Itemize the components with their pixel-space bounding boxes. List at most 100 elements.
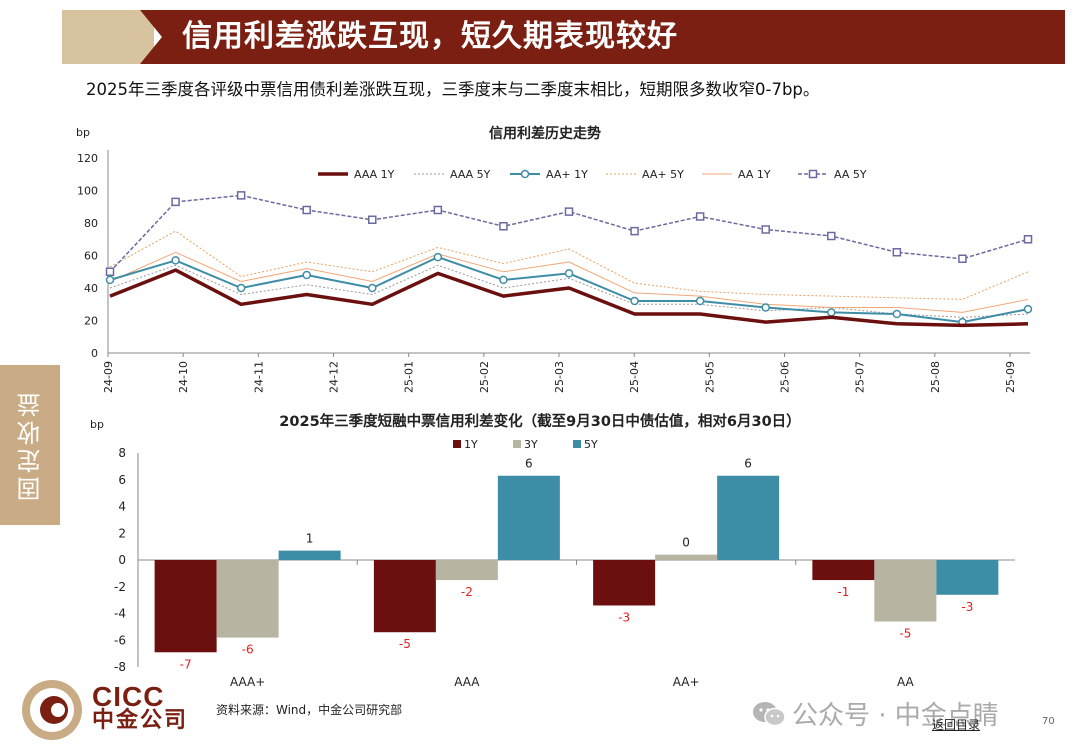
series-point: [761, 225, 770, 234]
legend-label: AA+ 1Y: [546, 168, 588, 181]
series-point: [433, 205, 443, 215]
category-label: AA+: [673, 675, 700, 689]
title-banner: [140, 10, 1065, 64]
series-point: [236, 191, 246, 200]
y-tick-label: -4: [114, 607, 126, 621]
cicc-logo-icon: [22, 680, 82, 740]
series-point: [171, 256, 180, 265]
legend-label: 5Y: [584, 438, 598, 451]
y-tick-label: 0: [91, 347, 98, 360]
series-line-aaa-5y: [109, 264, 1029, 318]
series-point: [630, 296, 639, 306]
bar-5y-aaa: [497, 475, 560, 560]
data-label: -5: [399, 637, 411, 651]
page-subtitle: 2025年三季度各评级中票信用债利差涨跌互现，三季度末与二季度末相比，短期限多数…: [86, 80, 820, 99]
bar-3y-aaaplus: [216, 560, 279, 638]
series-point: [761, 303, 770, 312]
bar-5y-aaaplus: [278, 550, 341, 560]
legend-swatch: [573, 440, 581, 448]
data-label: -1: [837, 585, 849, 599]
bar-1y-aaaplus: [154, 560, 217, 653]
y-tick-label: 0: [118, 553, 126, 567]
line-chart-title: 信用利差历史走势: [489, 125, 601, 142]
series-point: [630, 226, 639, 236]
series-point: [564, 269, 574, 278]
series-line-aa-5y: [109, 230, 1029, 300]
y-tick-label: -2: [114, 580, 126, 594]
legend-label: AA+ 5Y: [642, 168, 684, 181]
line-chart: 信用利差历史走势 bp 0 20 40 60 80 100 120 24-09 24-10 24-11…: [76, 125, 1033, 393]
side-section-tab[interactable]: 固定收益: [0, 365, 60, 525]
wechat-watermark: 公众号 · 中金点睛: [752, 695, 999, 732]
series-point: [1023, 235, 1033, 244]
legend-marker: [520, 169, 530, 179]
category-label: AA: [897, 675, 915, 689]
series-point: [499, 222, 508, 231]
bar-chart-y-unit: bp: [90, 418, 104, 431]
y-tick-label: 120: [77, 152, 98, 165]
series-point: [171, 197, 180, 207]
series-point: [827, 308, 836, 317]
series-point: [892, 309, 902, 319]
series-point: [1023, 304, 1033, 314]
x-tick-label: 24-12: [328, 361, 341, 393]
bar-3y-aa: [874, 560, 937, 622]
y-tick-label: 8: [118, 446, 126, 460]
series-point: [499, 275, 508, 285]
data-label: 1: [306, 532, 314, 546]
y-tick-label: 20: [84, 315, 98, 328]
legend-label: AAA 5Y: [450, 168, 491, 181]
banner-accent: [62, 10, 154, 64]
series-point: [433, 252, 443, 262]
series-point: [958, 254, 967, 263]
legend-swatch: [513, 440, 521, 448]
legend-label: 1Y: [464, 438, 478, 451]
category-label: AAA+: [230, 675, 265, 689]
series-point: [827, 231, 836, 241]
bar-5y-aaplus: [717, 475, 780, 560]
series-point: [302, 270, 311, 280]
y-tick-label: 6: [118, 473, 126, 487]
data-label: 0: [682, 536, 690, 550]
x-tick-label: 25-04: [628, 361, 641, 393]
bar-chart: 2025年三季度短融中票信用利差变化（截至9月30日中债估值，相对6月30日） b…: [90, 412, 1015, 689]
data-label: -6: [242, 643, 254, 657]
y-tick-label: 4: [118, 500, 126, 514]
series-line-aa-1y: [109, 251, 1029, 313]
y-tick-label: -8: [114, 660, 126, 674]
x-tick-label: 24-11: [252, 361, 265, 393]
x-tick-label: 25-01: [403, 361, 416, 393]
y-tick-label: 40: [84, 282, 98, 295]
y-tick-label: -6: [114, 633, 126, 647]
series-line-aa-5y: [109, 194, 1029, 273]
data-label: -7: [180, 657, 192, 671]
source-note: 资料来源：Wind，中金公司研究部: [216, 703, 403, 717]
wechat-icon: [753, 701, 786, 726]
legend-label: 3Y: [524, 438, 538, 451]
bar-5y-aa: [936, 560, 999, 595]
logo-text-latin: CICC: [92, 681, 165, 712]
x-tick-label: 25-02: [478, 361, 491, 393]
line-chart-y-unit: bp: [76, 126, 90, 139]
y-tick-label: 60: [84, 250, 98, 263]
series-point: [695, 212, 705, 221]
x-tick-label: 24-10: [177, 361, 190, 393]
page-title: 信用利差涨跌互现，短久期表现较好: [182, 19, 678, 54]
bar-chart-title: 2025年三季度短融中票信用利差变化（截至9月30日中债估值，相对6月30日）: [279, 412, 800, 430]
data-label: -5: [899, 627, 911, 641]
x-tick-label: 25-07: [854, 361, 867, 393]
return-to-contents-link[interactable]: 返回目录: [932, 718, 981, 732]
data-label: -3: [961, 600, 973, 614]
bar-1y-aa: [812, 560, 875, 581]
series-point: [236, 283, 246, 293]
y-tick-label: 100: [77, 185, 98, 198]
series-point: [105, 275, 115, 285]
series-line-aaa-1y: [109, 268, 1029, 328]
legend-swatch: [453, 440, 461, 448]
bar-1y-aaa: [373, 560, 436, 633]
y-tick-label: 2: [118, 526, 126, 540]
series-point: [368, 215, 377, 224]
legend-label: AA 1Y: [738, 168, 771, 181]
legend-marker: [808, 169, 818, 179]
series-point: [564, 207, 574, 216]
